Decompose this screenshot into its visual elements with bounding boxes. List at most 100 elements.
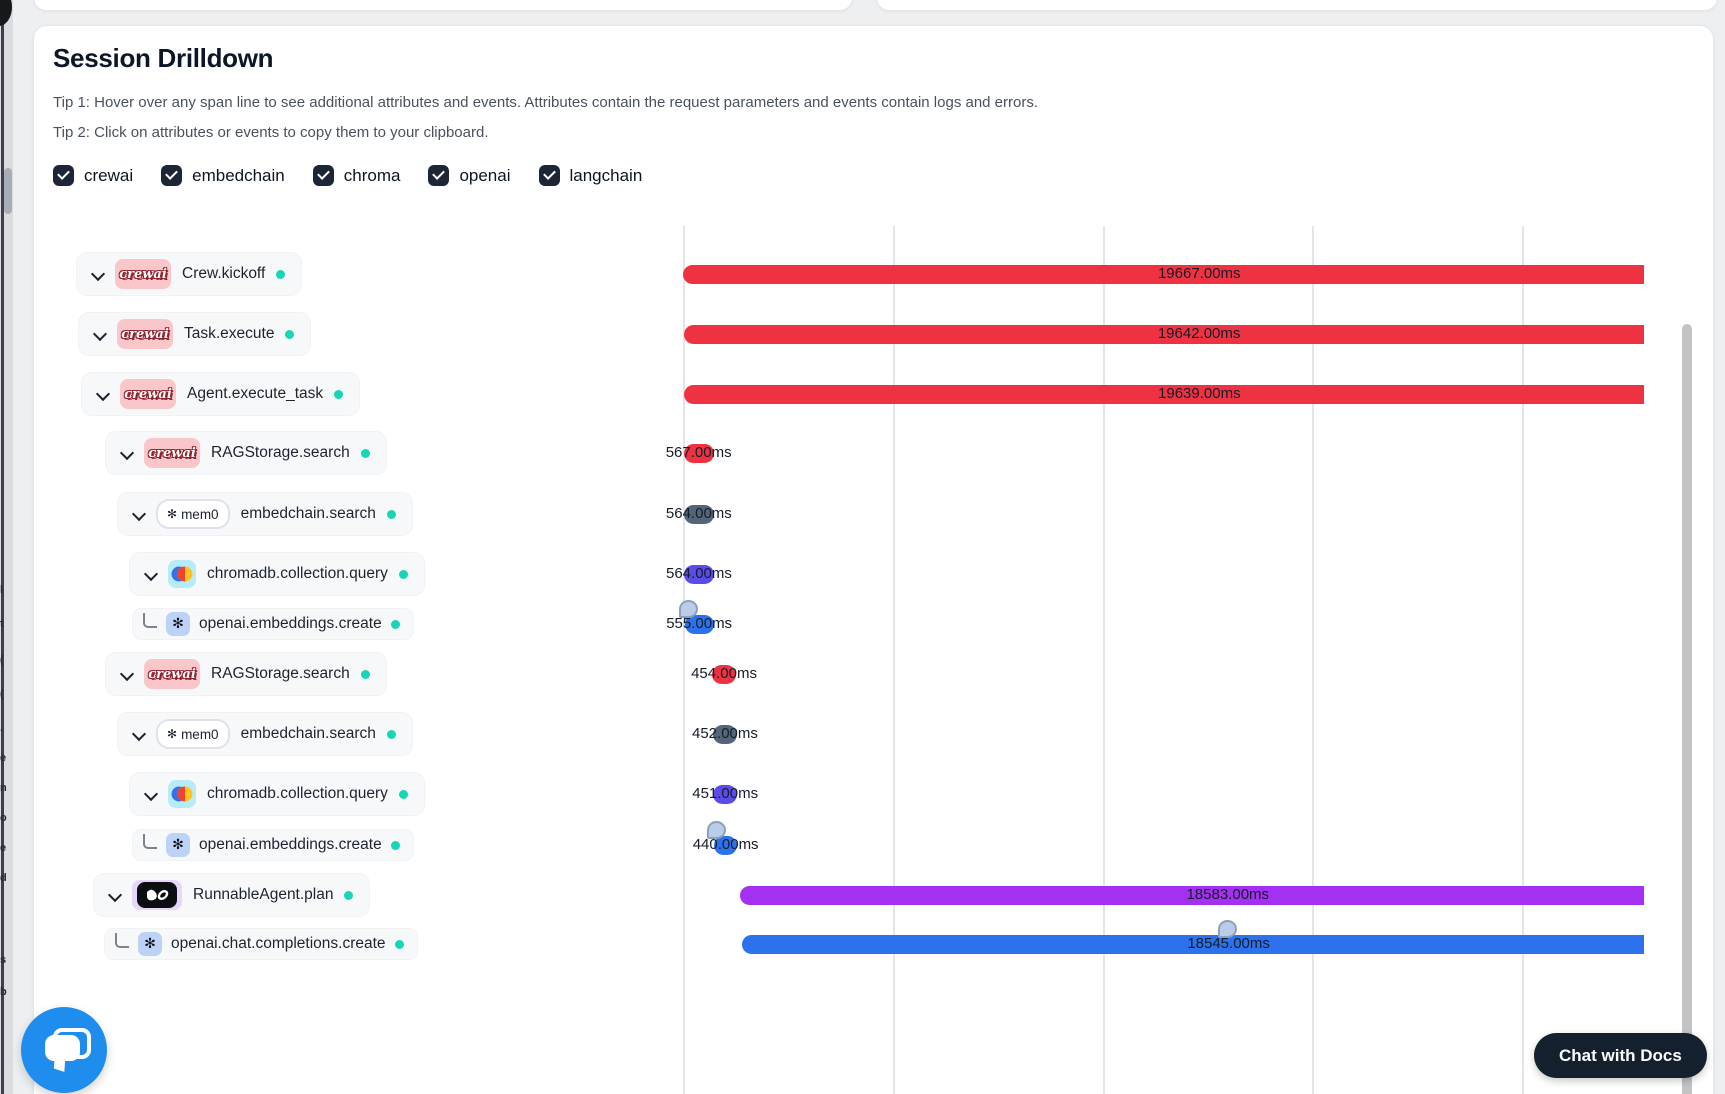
span-name-label: Task.execute xyxy=(184,325,275,342)
span-duration-bar[interactable]: 440.00ms xyxy=(693,835,759,855)
span-duration-bar[interactable]: 454.00ms xyxy=(691,664,757,684)
checkbox-checked-icon[interactable] xyxy=(161,165,183,186)
span-duration-bar[interactable]: 451.00ms xyxy=(692,784,758,804)
cutoff-glyph: t xyxy=(0,618,4,630)
chroma-logo-icon xyxy=(168,780,196,808)
timeline-gridline xyxy=(1312,226,1314,1094)
chevron-down-icon[interactable] xyxy=(120,447,133,459)
span-duration-bar[interactable]: 567.00ms xyxy=(666,443,732,463)
chevron-down-icon[interactable] xyxy=(91,268,104,280)
span-row-embedchain.search[interactable]: ✻ mem0 embedchain.search xyxy=(117,712,413,756)
chevron-down-icon[interactable] xyxy=(120,668,133,680)
span-name-label: embedchain.search xyxy=(240,725,376,742)
checkbox-checked-icon[interactable] xyxy=(53,165,74,186)
span-name-label: Agent.execute_task xyxy=(187,385,324,402)
duration-label: 564.00ms xyxy=(666,565,732,583)
span-row-chromadb.collection.query[interactable]: chromadb.collection.query xyxy=(129,552,425,596)
status-dot xyxy=(360,448,370,458)
span-duration-bar[interactable]: 19639.00ms xyxy=(683,384,1644,404)
chevron-down-icon[interactable] xyxy=(108,889,121,901)
duration-label: 564.00ms xyxy=(665,505,732,523)
duration-label: 19642.00ms xyxy=(1157,325,1241,343)
chevron-down-icon[interactable] xyxy=(132,508,145,520)
filter-chroma[interactable]: chroma xyxy=(312,165,401,186)
span-duration-bar[interactable]: 564.00ms xyxy=(666,504,732,524)
filter-langchain[interactable]: langchain xyxy=(538,165,643,186)
status-dot xyxy=(344,890,354,900)
event-marker-icon[interactable] xyxy=(707,821,727,839)
span-row-RunnableAgent.plan[interactable]: RunnableAgent.plan xyxy=(93,873,371,917)
span-row-Crew.kickoff[interactable]: crewai Crew.kickoff xyxy=(76,252,303,296)
span-row-Task.execute[interactable]: crewai Task.execute xyxy=(78,312,312,356)
checkbox-checked-icon[interactable] xyxy=(428,165,450,186)
elbow-connector-icon xyxy=(115,933,129,948)
chroma-logo-icon xyxy=(168,560,196,588)
cutoff-scrollbar-thumb[interactable] xyxy=(4,168,12,214)
span-duration-bar[interactable]: 452.00ms xyxy=(692,724,758,744)
span-duration-bar[interactable]: 564.00ms xyxy=(666,564,732,584)
span-name-label: RAGStorage.search xyxy=(211,444,350,461)
checkbox-checked-icon[interactable] xyxy=(312,165,334,186)
span-duration-bar[interactable]: 19642.00ms xyxy=(683,324,1644,344)
chevron-down-icon[interactable] xyxy=(144,568,157,580)
elbow-connector-icon xyxy=(143,834,157,849)
library-filter-row: crewai embedchain chroma openai langchain xyxy=(53,165,642,186)
crewai-logo-icon: crewai xyxy=(117,319,173,349)
cutoff-glyph: d xyxy=(0,872,7,884)
span-row-chromadb.collection.query[interactable]: chromadb.collection.query xyxy=(129,772,425,816)
cutoff-glyph: s xyxy=(0,954,7,966)
top-card-right xyxy=(876,0,1718,11)
span-row-openai.embeddings.create[interactable]: ✻ openai.embeddings.create xyxy=(132,608,414,640)
event-marker-icon[interactable] xyxy=(1218,920,1238,938)
chevron-down-icon[interactable] xyxy=(132,728,145,740)
filter-label: chroma xyxy=(343,165,401,185)
status-dot xyxy=(334,389,344,399)
elbow-connector-icon xyxy=(143,613,157,628)
chevron-down-icon[interactable] xyxy=(144,788,157,800)
cutoff-dark-element xyxy=(0,0,12,26)
span-row-openai.embeddings.create[interactable]: ✻ openai.embeddings.create xyxy=(132,829,414,861)
span-name-label: chromadb.collection.query xyxy=(207,565,388,582)
openai-logo-icon: ✻ xyxy=(138,932,162,956)
vertical-scrollbar-thumb[interactable] xyxy=(1682,324,1692,1094)
cutoff-glyph: o xyxy=(0,812,7,824)
filter-openai[interactable]: openai xyxy=(428,165,511,186)
chevron-down-icon[interactable] xyxy=(96,388,109,400)
filter-label: embedchain xyxy=(192,165,285,185)
filter-label: langchain xyxy=(569,165,643,185)
timeline-gridline xyxy=(683,226,685,1094)
span-row-embedchain.search[interactable]: ✻ mem0 embedchain.search xyxy=(117,492,413,536)
span-name-label: openai.embeddings.create xyxy=(199,615,382,632)
status-dot xyxy=(386,509,396,519)
cutoff-glyph: e xyxy=(0,842,7,854)
span-duration-bar[interactable]: 18583.00ms xyxy=(739,885,1644,905)
status-dot xyxy=(394,939,404,949)
filter-crewai[interactable]: crewai xyxy=(53,165,133,186)
span-name-label: openai.chat.completions.create xyxy=(171,935,386,952)
chat-widget-button[interactable] xyxy=(21,1007,107,1093)
tip-2-text: Tip 2: Click on attributes or events to … xyxy=(53,124,489,141)
top-card-left xyxy=(33,0,853,11)
timeline-gridline xyxy=(893,226,895,1094)
span-duration-bar[interactable]: 19667.00ms xyxy=(683,264,1644,284)
event-marker-icon[interactable] xyxy=(678,600,698,618)
chevron-down-icon[interactable] xyxy=(93,328,106,340)
span-row-RAGStorage.search[interactable]: crewai RAGStorage.search xyxy=(105,652,387,696)
span-duration-bar[interactable]: 555.00ms xyxy=(666,614,732,634)
span-duration-bar[interactable]: 18545.00ms xyxy=(741,934,1644,954)
checkbox-checked-icon[interactable] xyxy=(538,165,560,186)
status-dot xyxy=(285,329,295,339)
duration-label: 454.00ms xyxy=(691,665,757,683)
span-row-Agent.execute_task[interactable]: crewai Agent.execute_task xyxy=(81,372,361,416)
openai-logo-icon: ✻ xyxy=(166,612,190,636)
span-row-RAGStorage.search[interactable]: crewai RAGStorage.search xyxy=(105,431,387,475)
filter-embedchain[interactable]: embedchain xyxy=(161,165,285,186)
chat-with-docs-button[interactable]: Chat with Docs xyxy=(1534,1033,1707,1078)
span-row-openai.chat.completions.create[interactable]: ✻ openai.chat.completions.create xyxy=(104,928,418,960)
span-name-label: embedchain.search xyxy=(240,505,376,522)
status-dot xyxy=(386,729,396,739)
filter-label: crewai xyxy=(84,165,134,185)
cutoff-glyph: . xyxy=(0,722,4,734)
cutoff-glyph: ( xyxy=(0,688,4,700)
